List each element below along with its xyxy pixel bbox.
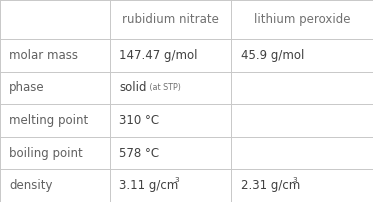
Text: density: density <box>9 179 53 192</box>
Text: lithium peroxide: lithium peroxide <box>254 13 350 26</box>
Text: (at STP): (at STP) <box>147 83 181 92</box>
Text: 2.31 g/cm: 2.31 g/cm <box>241 179 300 192</box>
Text: phase: phase <box>9 81 45 94</box>
Text: solid: solid <box>119 81 147 94</box>
Text: 3: 3 <box>175 177 179 183</box>
Text: 3: 3 <box>292 177 297 183</box>
Text: 310 °C: 310 °C <box>119 114 160 127</box>
Text: melting point: melting point <box>9 114 88 127</box>
Text: 147.47 g/mol: 147.47 g/mol <box>119 49 198 62</box>
Text: 578 °C: 578 °C <box>119 147 160 160</box>
Text: rubidium nitrate: rubidium nitrate <box>122 13 219 26</box>
Text: 3.11 g/cm: 3.11 g/cm <box>119 179 179 192</box>
Text: molar mass: molar mass <box>9 49 78 62</box>
Text: boiling point: boiling point <box>9 147 83 160</box>
Text: 45.9 g/mol: 45.9 g/mol <box>241 49 304 62</box>
